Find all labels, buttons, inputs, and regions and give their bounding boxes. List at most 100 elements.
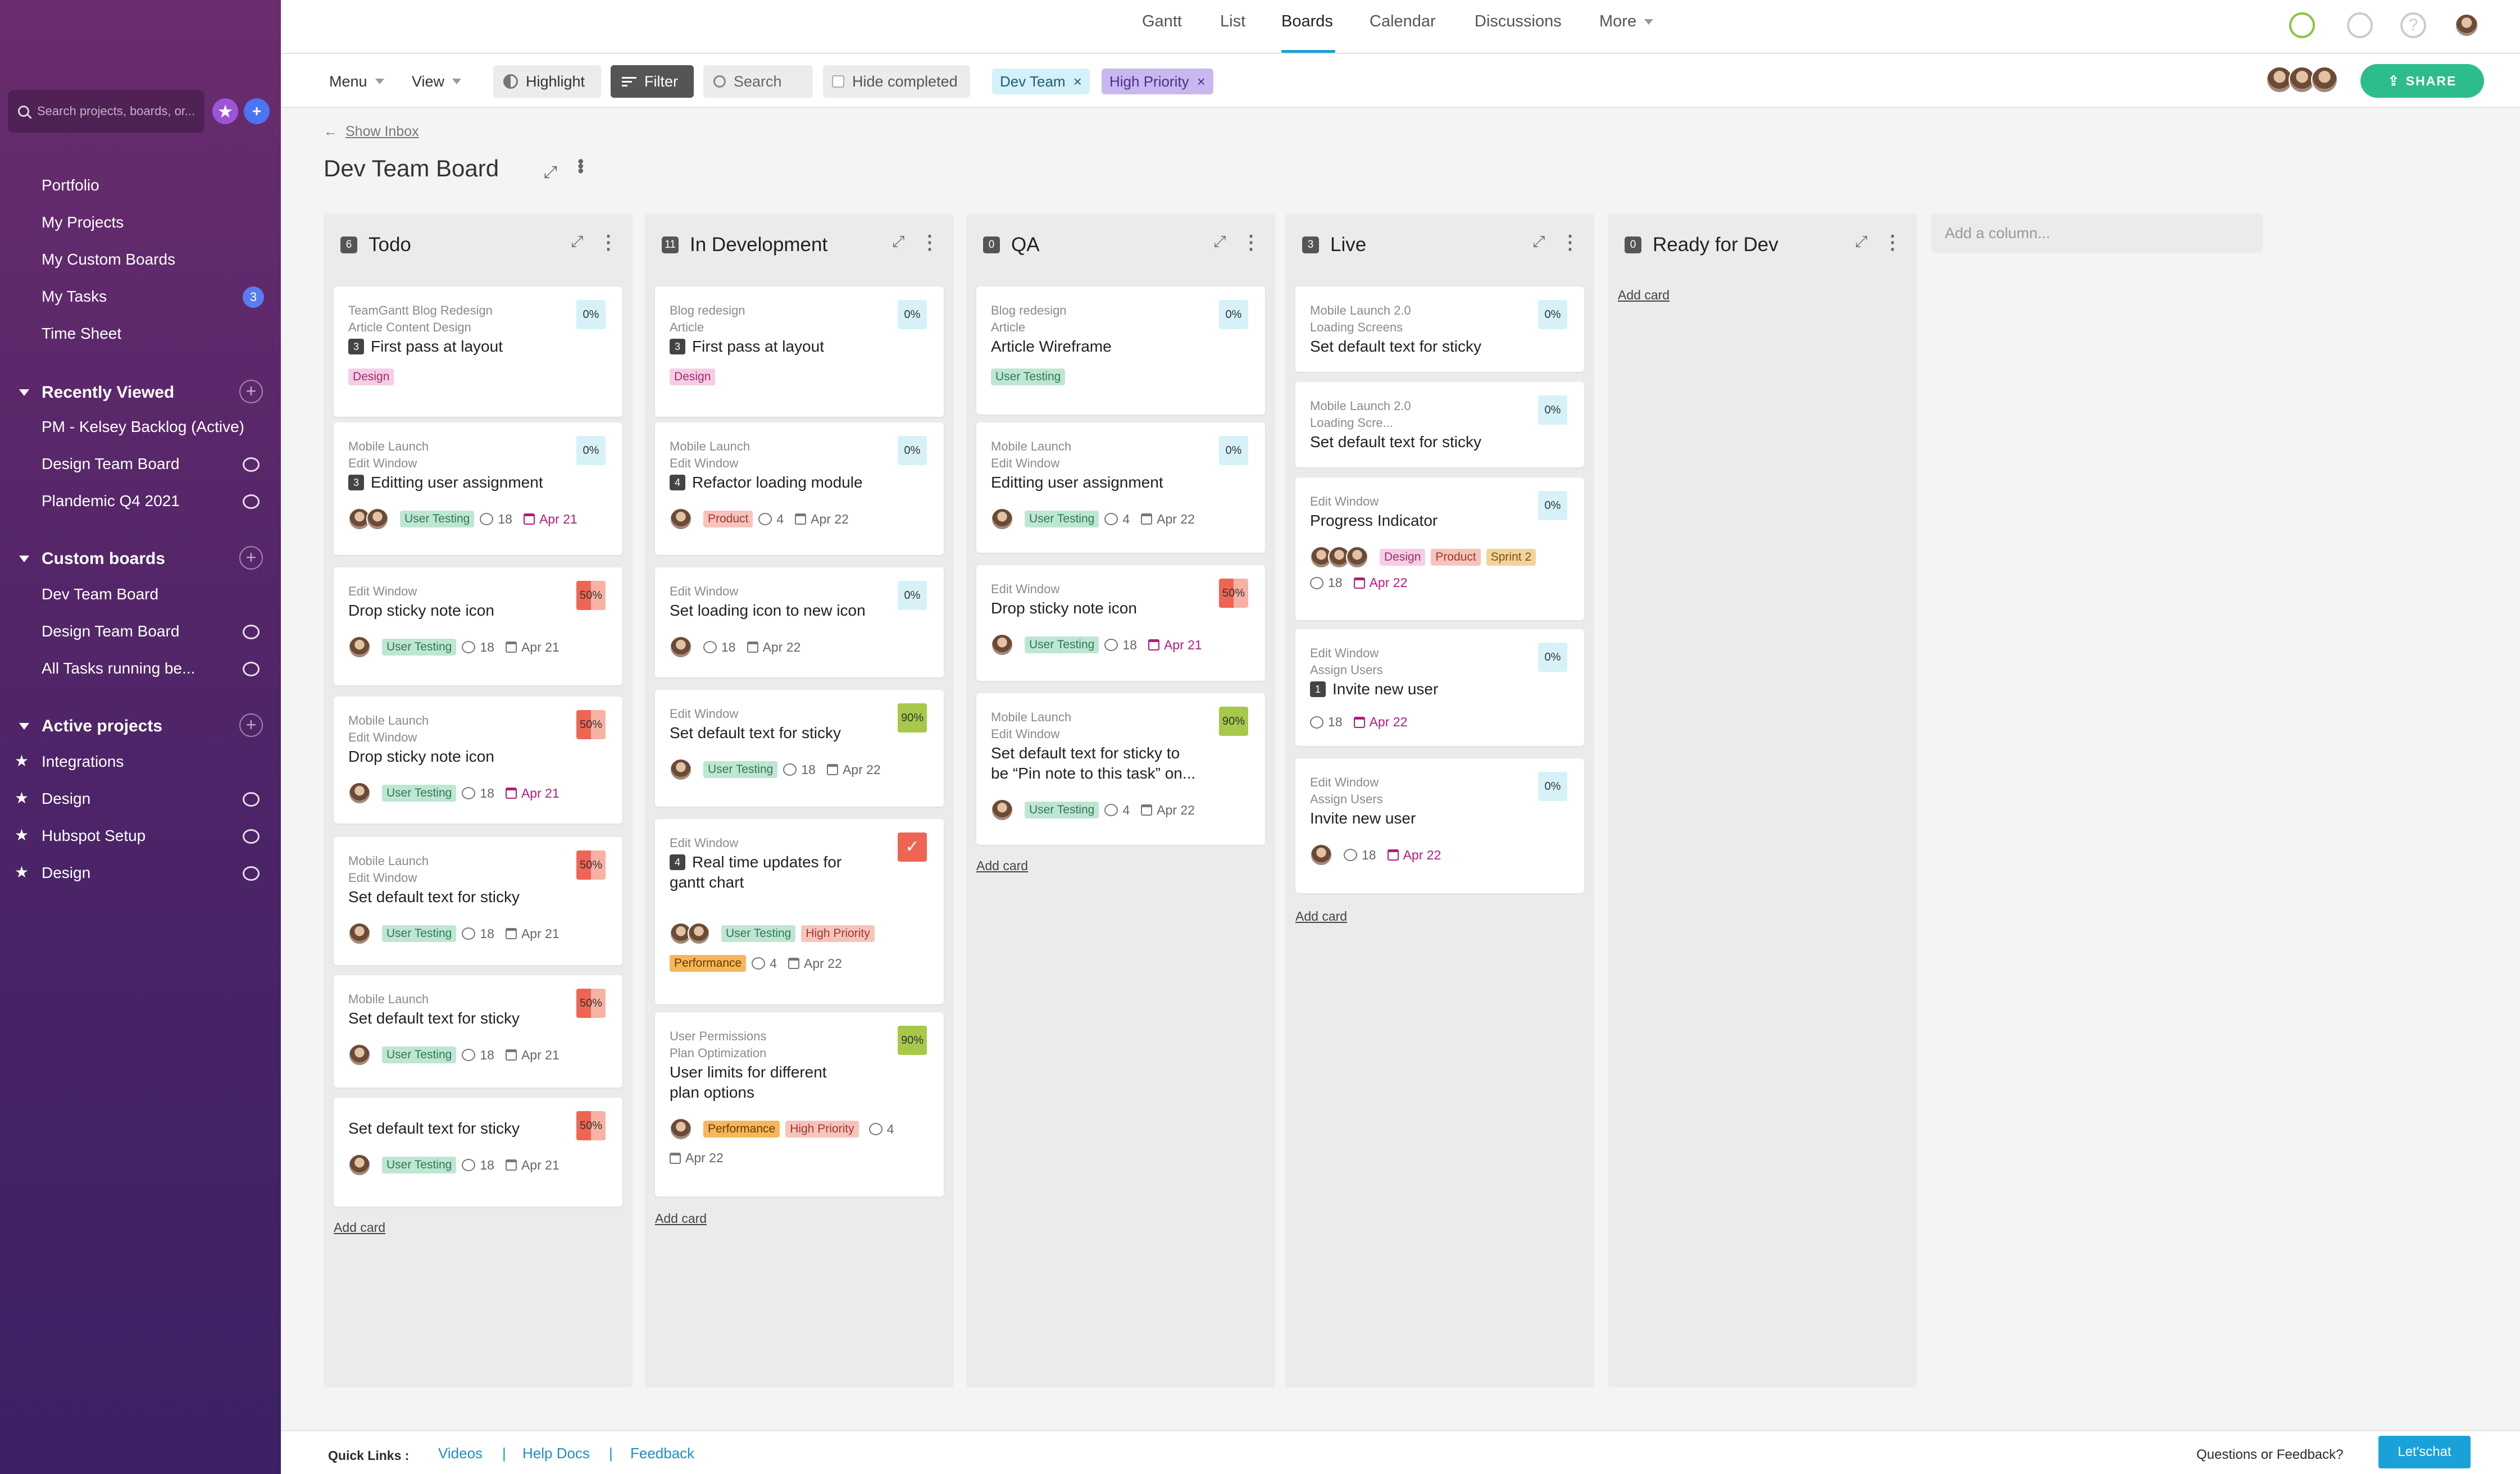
expand-icon[interactable] xyxy=(1532,233,1546,251)
task-card[interactable]: Mobile Launch 2.0 Loading Screens Set defa… xyxy=(1295,286,1584,372)
more-options-icon[interactable]: ⋮ xyxy=(1241,232,1261,253)
expand-icon[interactable] xyxy=(1855,233,1868,251)
hide-completed-checkbox[interactable]: Hide completed xyxy=(823,65,970,98)
add-project-button[interactable]: + xyxy=(239,713,263,737)
progress-badge[interactable]: ✓ xyxy=(898,832,927,862)
add-card-link[interactable]: Add card xyxy=(334,1220,386,1235)
progress-badge[interactable]: 90% xyxy=(1219,707,1248,736)
tab-more[interactable]: More xyxy=(1599,12,1654,31)
sidebar-item-recent[interactable]: PM - Kelsey Backlog (Active) xyxy=(42,418,244,435)
lets-chat-button[interactable]: Let'schat xyxy=(2378,1436,2471,1468)
sidebar-item-my-projects[interactable]: My Projects xyxy=(42,213,124,231)
close-icon[interactable]: × xyxy=(1073,72,1082,90)
more-options-icon[interactable]: ⋮ xyxy=(1561,232,1580,253)
progress-badge[interactable]: 50% xyxy=(576,1111,606,1140)
tab-boards[interactable]: Boards xyxy=(1281,12,1333,30)
create-new-button[interactable]: + xyxy=(244,98,270,124)
task-card[interactable]: Edit Window Assign Users Invite new user 0%… xyxy=(1295,758,1584,893)
progress-badge[interactable]: 0% xyxy=(576,300,606,329)
progress-badge[interactable]: 0% xyxy=(1538,643,1567,672)
more-options-icon[interactable]: ⋮ xyxy=(1883,232,1902,253)
progress-badge[interactable]: 0% xyxy=(1219,300,1248,329)
active-projects-header[interactable]: Active projects xyxy=(19,717,162,736)
sidebar-item-portfolio[interactable]: Portfolio xyxy=(42,176,99,194)
star-icon[interactable]: ★ xyxy=(15,789,29,807)
progress-badge[interactable]: 50% xyxy=(576,581,606,610)
progress-badge[interactable]: 0% xyxy=(576,436,606,465)
task-card[interactable]: Edit Window Assign Users 1 Invite new user 0… xyxy=(1295,629,1584,746)
progress-badge[interactable]: 0% xyxy=(1538,395,1567,425)
task-card[interactable]: Mobile Launch Edit Window 3 Editting user a… xyxy=(334,422,622,555)
sidebar-item-board[interactable]: Dev Team Board xyxy=(42,585,159,603)
progress-badge[interactable]: 0% xyxy=(898,300,927,329)
task-card[interactable]: Edit Window Set loading icon to new icon 0… xyxy=(655,567,944,677)
progress-badge[interactable]: 0% xyxy=(1538,491,1567,520)
task-card[interactable]: Blog redesign Article 3 First pass at layou… xyxy=(655,286,944,417)
sidebar-item-my-custom-boards[interactable]: My Custom Boards xyxy=(42,251,176,268)
view-dropdown[interactable]: View xyxy=(412,65,462,98)
help-icon[interactable]: ? xyxy=(2400,12,2426,38)
add-column-input[interactable]: Add a column... xyxy=(1931,213,2263,253)
sidebar-item-recent[interactable]: Design Team Board xyxy=(42,455,180,472)
expand-icon[interactable]: ⤢ xyxy=(544,163,557,181)
menu-dropdown[interactable]: Menu xyxy=(329,65,384,98)
tab-list[interactable]: List xyxy=(1220,12,1246,30)
search-icon[interactable] xyxy=(2347,12,2373,38)
filter-chip-dev-team[interactable]: Dev Team × xyxy=(992,69,1090,94)
sidebar-item-board[interactable]: Design Team Board xyxy=(42,622,180,640)
task-card[interactable]: Mobile Launch Edit Window 4 Refactor loadin… xyxy=(655,422,944,555)
sidebar-item-board[interactable]: All Tasks running be... xyxy=(42,659,195,677)
add-card-link[interactable]: Add card xyxy=(1618,288,1670,302)
sidebar-item-project[interactable]: Hubspot Setup xyxy=(42,827,146,844)
task-card[interactable]: Edit Window Progress Indicator 0% Design Pro… xyxy=(1295,477,1584,620)
add-custom-board-button[interactable]: + xyxy=(239,546,263,570)
tab-discussions[interactable]: Discussions xyxy=(1475,12,1562,30)
expand-icon[interactable] xyxy=(571,233,584,251)
progress-badge[interactable]: 0% xyxy=(898,436,927,465)
highlight-button[interactable]: Highlight xyxy=(493,65,601,98)
task-card[interactable]: Edit Window Drop sticky note icon 50% User … xyxy=(334,567,622,685)
more-options-icon[interactable]: ⋮ xyxy=(599,232,618,253)
task-card[interactable]: Mobile Launch Edit Window Set default text… xyxy=(976,693,1265,845)
progress-badge[interactable]: 0% xyxy=(898,581,927,610)
show-inbox-link[interactable]: ← Show Inbox xyxy=(324,124,419,139)
star-icon[interactable]: ★ xyxy=(15,826,29,844)
star-icon[interactable]: ★ xyxy=(15,863,29,881)
add-card-link[interactable]: Add card xyxy=(1295,909,1348,923)
add-card-link[interactable]: Add card xyxy=(655,1211,707,1226)
progress-badge[interactable]: 0% xyxy=(1538,772,1567,801)
custom-boards-header[interactable]: Custom boards xyxy=(19,549,165,568)
progress-badge[interactable]: 50% xyxy=(1219,579,1248,608)
help-docs-link[interactable]: Help Docs xyxy=(522,1445,590,1462)
add-card-link[interactable]: Add card xyxy=(976,858,1029,873)
videos-link[interactable]: Videos xyxy=(438,1445,483,1462)
recently-viewed-header[interactable]: Recently Viewed xyxy=(19,383,174,402)
expand-icon[interactable] xyxy=(892,233,906,251)
task-card[interactable]: Edit Window Drop sticky note icon 50% User … xyxy=(976,565,1265,681)
progress-badge[interactable]: 0% xyxy=(1219,436,1248,465)
more-options-icon[interactable]: ⋮ xyxy=(920,232,939,253)
clock-icon[interactable] xyxy=(2289,12,2315,38)
star-icon[interactable]: ★ xyxy=(15,752,29,770)
progress-badge[interactable]: 90% xyxy=(898,703,927,733)
sidebar-item-time-sheet[interactable]: Time Sheet xyxy=(42,325,122,342)
search-input[interactable]: Search xyxy=(703,65,813,98)
task-card[interactable]: Mobile Launch Edit Window Editting user as… xyxy=(976,422,1265,553)
expand-icon[interactable] xyxy=(1213,233,1227,251)
progress-badge[interactable]: 90% xyxy=(898,1026,927,1055)
collaborator-avatars[interactable] xyxy=(2266,66,2338,93)
sidebar-item-project[interactable]: Design xyxy=(42,790,91,807)
task-card[interactable]: Blog redesign Article Article Wireframe 0% U… xyxy=(976,286,1265,415)
task-card[interactable]: TeamGantt Blog Redesign Article Content D… xyxy=(334,286,622,417)
tab-gantt[interactable]: Gantt xyxy=(1142,12,1182,30)
task-card[interactable]: Mobile Launch Edit Window Set default text… xyxy=(334,837,622,965)
sidebar-item-project[interactable]: Design xyxy=(42,864,91,881)
task-card[interactable]: Set default text for sticky 50% User Testi… xyxy=(334,1098,622,1207)
progress-badge[interactable]: 50% xyxy=(576,710,606,739)
tab-calendar[interactable]: Calendar xyxy=(1370,12,1436,30)
favorites-star-icon[interactable]: ★ xyxy=(212,98,238,124)
task-card[interactable]: User Permissions Plan Optimization User li… xyxy=(655,1012,944,1197)
task-card[interactable]: Mobile Launch Edit Window Drop sticky note… xyxy=(334,697,622,824)
task-card[interactable]: Edit Window 4 Real time updates for gantt c… xyxy=(655,819,944,1004)
feedback-link[interactable]: Feedback xyxy=(630,1445,695,1462)
